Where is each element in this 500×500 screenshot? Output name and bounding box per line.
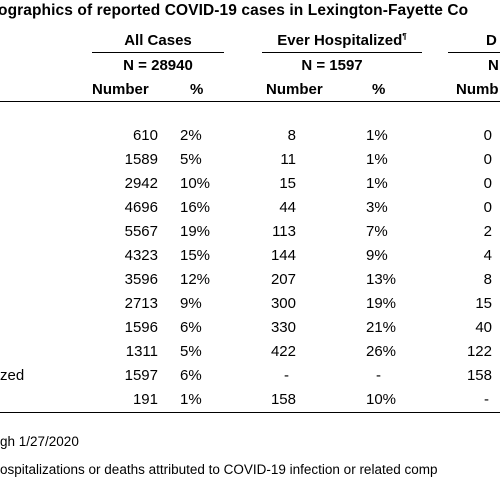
all-cases-number: 4323	[124, 247, 158, 264]
all-cases-number: 5567	[124, 223, 158, 240]
hosp-number: -	[284, 367, 289, 384]
all-cases-percent: 10%	[180, 175, 211, 192]
header-ever-hospitalized: Ever Hospitalized¶	[262, 32, 422, 50]
all-cases-percent: 9%	[180, 295, 202, 312]
underline-ever-hospitalized	[262, 52, 422, 53]
hosp-percent: -	[376, 367, 381, 384]
all-cases-number: 3596	[124, 271, 158, 288]
n-ever-hospitalized: N = 1597	[301, 57, 363, 74]
hosp-number: 207	[270, 271, 296, 288]
all-cases-percent: 1%	[180, 391, 202, 408]
hosp-number: 113	[272, 223, 296, 240]
all-cases-number: 1597	[124, 367, 158, 384]
hosp-percent: 3%	[366, 199, 388, 216]
subheader-all-number: Number	[92, 81, 149, 98]
all-cases-percent: 12%	[180, 271, 211, 288]
hosp-number: 330	[270, 319, 296, 336]
n-deaths-partial: N	[488, 57, 499, 74]
hosp-number: 11	[280, 151, 296, 168]
hosp-percent: 1%	[366, 175, 388, 192]
all-cases-percent: 6%	[180, 319, 202, 336]
hosp-percent: 10%	[366, 391, 397, 408]
all-cases-number: 1596	[124, 319, 158, 336]
hosp-percent: 21%	[366, 319, 397, 336]
subheader-hosp-percent: %	[372, 81, 386, 98]
all-cases-number: 1589	[124, 151, 158, 168]
all-cases-number: 2713	[124, 295, 158, 312]
subheader-deaths-number-partial: Numb	[456, 81, 499, 98]
header-all-cases: All Cases	[124, 32, 192, 49]
footnote-marker: ¶	[402, 32, 407, 41]
deaths-number: 4	[483, 247, 492, 264]
all-cases-percent: 2%	[180, 127, 202, 144]
all-cases-number: 610	[132, 127, 158, 144]
deaths-number: 8	[483, 271, 492, 288]
row-label-partial: zed	[0, 367, 25, 384]
deaths-number: 2	[483, 223, 492, 240]
table-bottom-rule	[0, 412, 500, 413]
subheader-all-percent: %	[190, 81, 204, 98]
hosp-number: 44	[279, 199, 296, 216]
subheader-hosp-number: Number	[266, 81, 323, 98]
header-deaths-partial: D	[486, 32, 497, 49]
all-cases-number: 4696	[124, 199, 158, 216]
all-cases-percent: 5%	[180, 151, 202, 168]
all-cases-number: 2942	[124, 175, 158, 192]
hosp-percent: 1%	[366, 127, 388, 144]
hosp-number: 8	[287, 127, 296, 144]
n-all-cases: N = 28940	[123, 57, 193, 74]
all-cases-percent: 15%	[180, 247, 211, 264]
hosp-percent: 13%	[366, 271, 397, 288]
underline-deaths	[448, 52, 500, 53]
table-title: ographics of reported COVID-19 cases in …	[0, 2, 469, 19]
header-ever-hospitalized-text: Ever Hospitalized	[277, 32, 403, 49]
all-cases-percent: 16%	[180, 199, 211, 216]
hosp-percent: 9%	[366, 247, 388, 264]
deaths-number: 40	[475, 319, 492, 336]
hosp-number: 158	[270, 391, 296, 408]
deaths-number: 0	[483, 127, 492, 144]
deaths-number: -	[484, 391, 489, 408]
all-cases-percent: 19%	[180, 223, 211, 240]
hosp-number: 422	[270, 343, 296, 360]
hosp-number: 300	[270, 295, 296, 312]
all-cases-percent: 6%	[180, 367, 202, 384]
hosp-percent: 1%	[366, 151, 388, 168]
all-cases-percent: 5%	[180, 343, 202, 360]
deaths-number: 122	[466, 343, 492, 360]
deaths-number: 15	[475, 295, 492, 312]
header-rule	[0, 101, 500, 102]
deaths-number: 0	[483, 151, 492, 168]
hosp-number: 15	[279, 175, 296, 192]
deaths-number: 158	[466, 367, 492, 384]
deaths-number: 0	[483, 199, 492, 216]
hosp-percent: 7%	[366, 223, 388, 240]
all-cases-number: 1311	[125, 343, 158, 360]
hosp-number: 144	[270, 247, 296, 264]
hosp-percent: 19%	[366, 295, 397, 312]
deaths-number: 0	[483, 175, 492, 192]
underline-all-cases	[92, 52, 224, 53]
hosp-percent: 26%	[366, 343, 397, 360]
all-cases-number: 191	[132, 391, 158, 408]
footnote-definition: ospitalizations or deaths attributed to …	[0, 462, 438, 477]
footnote-date: gh 1/27/2020	[0, 434, 79, 449]
